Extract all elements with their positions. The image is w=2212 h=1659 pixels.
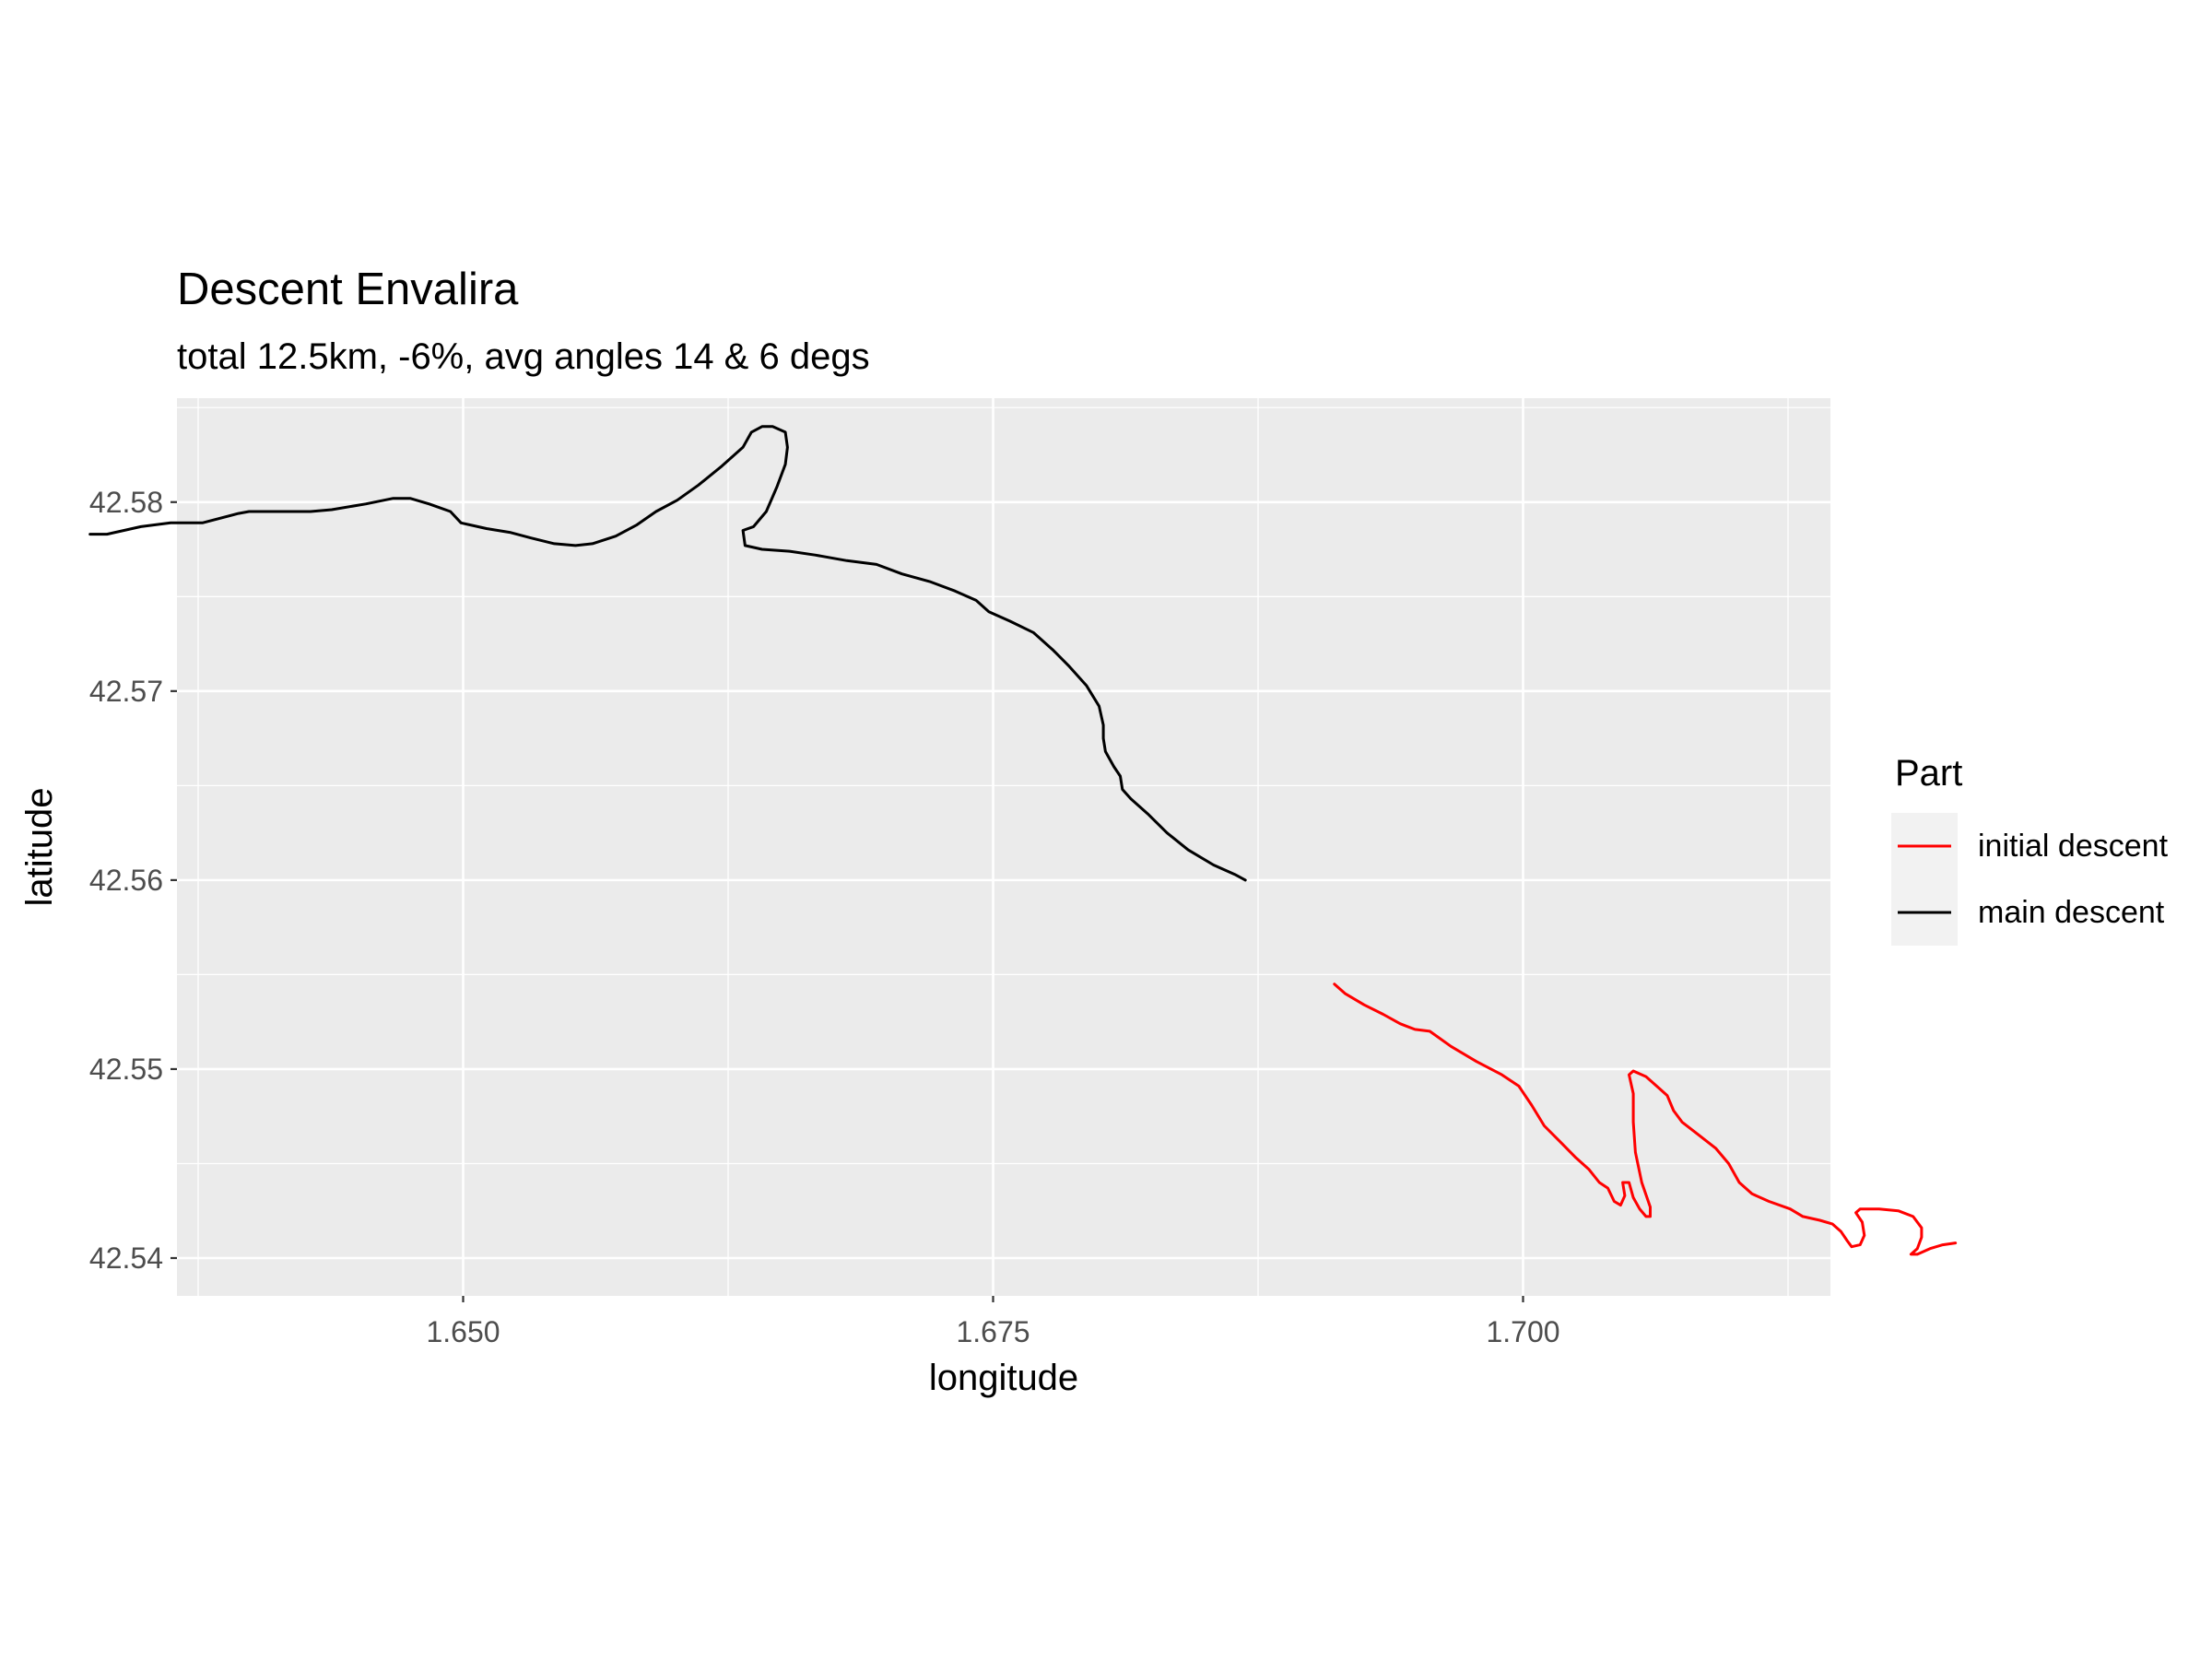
- x-axis-title: longitude: [929, 1358, 1078, 1398]
- legend-label: main descent: [1978, 895, 2165, 930]
- chart-subtitle: total 12.5km, -6%, avg angles 14 & 6 deg…: [177, 336, 870, 377]
- y-tick-label: 42.55: [89, 1053, 163, 1086]
- x-axis: 1.650 1.675 1.700: [426, 1296, 1560, 1348]
- x-tick-label: 1.700: [1486, 1315, 1559, 1348]
- series-lines: [88, 425, 1958, 1256]
- legend-title: Part: [1895, 753, 1962, 794]
- y-axis-title: latitude: [19, 788, 60, 907]
- y-tick-label: 42.54: [89, 1241, 163, 1275]
- x-tick-label: 1.675: [956, 1315, 1030, 1348]
- legend: Part initial descent main descent: [1891, 753, 2169, 946]
- legend-entries: initial descent main descent: [1891, 813, 2169, 946]
- plot-panel: [177, 398, 1830, 1296]
- y-tick-label: 42.56: [89, 864, 163, 897]
- series-line-initial-descent: [1333, 982, 1958, 1256]
- x-tick-label: 1.650: [426, 1315, 500, 1348]
- series-line-main-descent: [88, 425, 1247, 882]
- grid-minor: [177, 398, 1830, 1296]
- y-axis: 42.54 42.55 42.56 42.57 42.58: [89, 486, 177, 1275]
- chart-title: Descent Envalira: [177, 265, 519, 314]
- y-tick-label: 42.57: [89, 675, 163, 708]
- y-tick-label: 42.58: [89, 486, 163, 519]
- legend-label: initial descent: [1978, 829, 2169, 864]
- grid-major: [177, 398, 1830, 1296]
